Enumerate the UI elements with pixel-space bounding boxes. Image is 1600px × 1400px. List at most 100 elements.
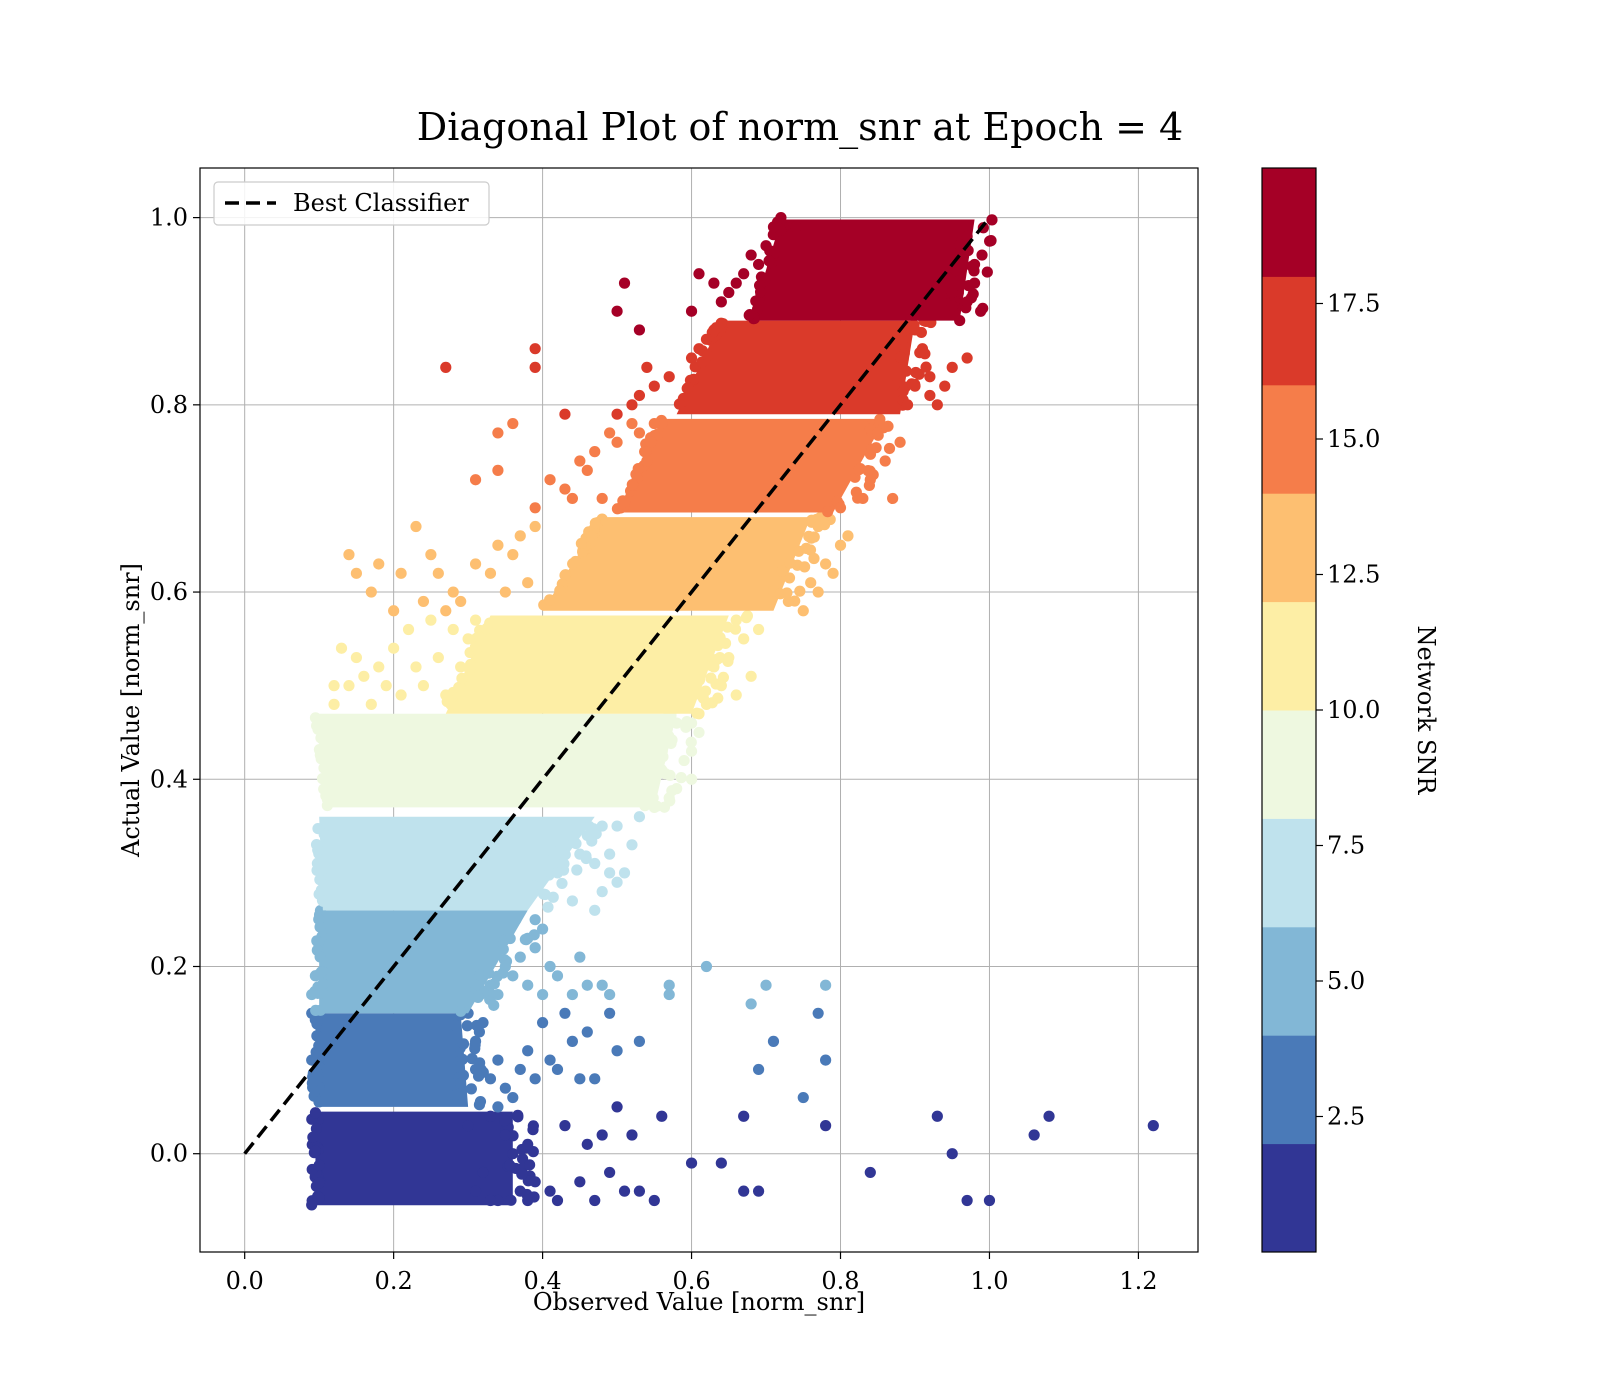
- colorbar-band-9: [1262, 168, 1316, 277]
- data-point: [702, 349, 714, 361]
- data-point: [663, 736, 675, 748]
- data-point: [464, 664, 476, 676]
- data-point: [522, 1045, 534, 1057]
- data-point: [315, 966, 327, 978]
- data-point: [657, 751, 669, 763]
- data-point: [316, 719, 328, 731]
- data-point: [335, 642, 348, 654]
- data-point: [618, 867, 631, 879]
- x-axis-label: Observed Value [norm_snr]: [533, 1288, 865, 1316]
- data-point: [589, 857, 601, 870]
- data-point: [834, 539, 847, 551]
- data-point: [529, 502, 541, 514]
- data-point: [551, 867, 564, 879]
- data-point: [745, 249, 757, 261]
- data-point: [417, 680, 430, 692]
- data-point: [910, 366, 922, 379]
- data-point: [894, 351, 907, 363]
- data-point: [784, 557, 796, 569]
- data-point: [626, 417, 638, 430]
- data-point: [673, 398, 686, 410]
- data-point: [632, 463, 644, 475]
- data-point: [492, 1054, 504, 1066]
- data-point: [522, 932, 534, 945]
- x-tick-label: 0.2: [375, 1267, 413, 1295]
- data-point: [395, 567, 407, 579]
- data-point: [536, 988, 549, 1001]
- data-point: [693, 268, 705, 280]
- data-point: [484, 979, 497, 991]
- series-band-7: [469, 413, 906, 518]
- data-point: [685, 736, 697, 748]
- data-point: [730, 277, 742, 289]
- data-point: [388, 642, 400, 654]
- data-point: [740, 612, 752, 624]
- data-point: [311, 1030, 323, 1042]
- data-point: [492, 1101, 504, 1113]
- series-band-0: [306, 1101, 1159, 1211]
- data-point: [544, 960, 556, 973]
- data-point: [529, 1073, 541, 1085]
- data-point: [678, 754, 690, 767]
- data-point: [474, 1095, 487, 1108]
- data-point: [618, 1185, 631, 1197]
- series-band-6: [343, 512, 854, 617]
- data-point: [663, 979, 675, 991]
- data-point: [800, 542, 812, 554]
- data-point: [581, 464, 593, 476]
- data-point: [589, 1194, 601, 1207]
- data-point: [574, 1073, 586, 1085]
- data-point: [954, 314, 966, 327]
- data-point: [440, 689, 452, 701]
- data-point: [752, 623, 765, 636]
- x-axis-ticks: 0.0 0.2 0.4 0.6 0.8 1.0 1.2: [226, 1252, 1158, 1295]
- data-point: [544, 1185, 556, 1197]
- data-point: [313, 913, 325, 925]
- data-point: [700, 960, 713, 973]
- data-point: [313, 1040, 325, 1052]
- data-point: [611, 305, 623, 317]
- dense-cluster: [445, 615, 729, 714]
- data-point: [514, 530, 526, 542]
- data-point: [358, 670, 370, 682]
- scatter-points: [306, 212, 1159, 1211]
- data-point: [883, 442, 896, 455]
- data-point: [712, 692, 724, 704]
- data-point: [752, 1185, 765, 1197]
- data-point: [738, 633, 750, 645]
- data-point: [648, 801, 660, 813]
- data-point: [306, 988, 318, 1001]
- data-point: [566, 1035, 578, 1047]
- data-point: [322, 763, 335, 775]
- data-point: [685, 717, 698, 729]
- data-point: [328, 698, 340, 710]
- data-point: [457, 1069, 470, 1081]
- data-point: [862, 465, 874, 477]
- data-point: [318, 858, 330, 871]
- data-point: [648, 417, 660, 430]
- data-point: [870, 442, 882, 454]
- data-point: [456, 672, 468, 684]
- data-point: [574, 848, 586, 860]
- data-point: [343, 680, 355, 692]
- data-point: [488, 999, 500, 1011]
- data-point: [499, 960, 511, 973]
- data-point: [691, 688, 703, 700]
- x-tick-label: 1.0: [970, 1267, 1008, 1295]
- data-point: [611, 408, 623, 420]
- data-point: [425, 549, 437, 561]
- data-point: [767, 221, 780, 233]
- data-point: [309, 1107, 322, 1119]
- data-point: [604, 1166, 616, 1179]
- data-point: [477, 1017, 489, 1029]
- data-point: [644, 787, 657, 799]
- data-point: [465, 1083, 477, 1095]
- dense-cluster: [315, 1013, 469, 1107]
- data-point: [566, 895, 578, 907]
- data-point: [723, 286, 735, 299]
- data-point: [536, 923, 549, 935]
- y-tick-label: 0.0: [150, 1140, 188, 1168]
- data-point: [455, 661, 467, 673]
- series-band-4: [309, 710, 705, 813]
